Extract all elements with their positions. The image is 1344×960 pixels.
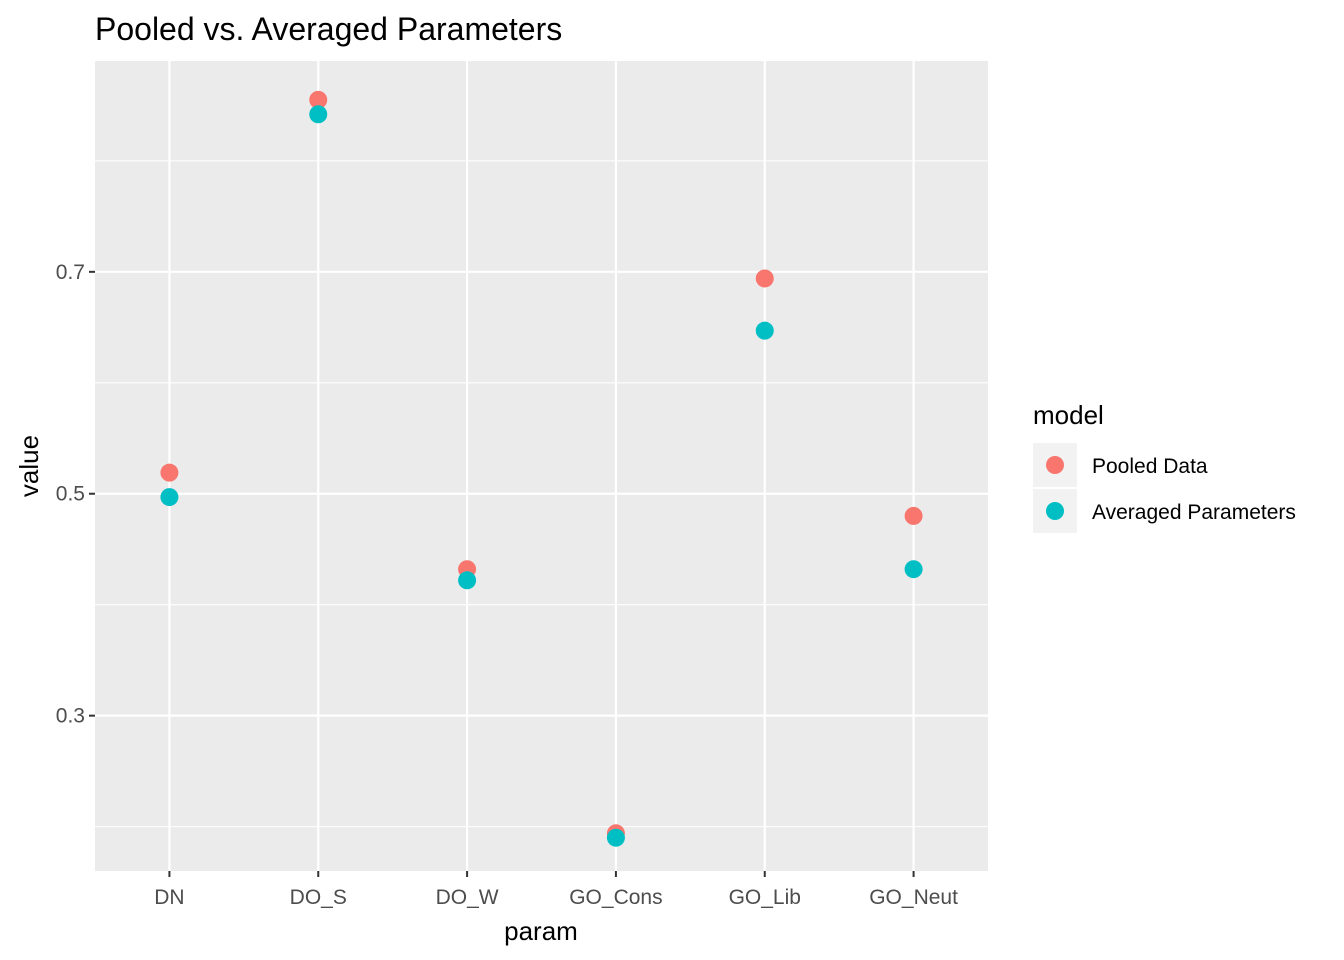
- point-pooled-go_neut: [904, 506, 923, 525]
- point-averaged-dn: [160, 488, 179, 507]
- legend-label-0: Pooled Data: [1092, 455, 1208, 478]
- data-points: [160, 90, 923, 847]
- x-tick-label: GO_Lib: [729, 886, 801, 909]
- legend-key-0: [1046, 456, 1064, 474]
- x-tick-label: GO_Cons: [569, 886, 662, 909]
- point-averaged-go_neut: [904, 560, 923, 579]
- grid-lines: [95, 61, 988, 871]
- chart-title: Pooled vs. Averaged Parameters: [95, 11, 562, 47]
- legend-label-1: Averaged Parameters: [1092, 501, 1296, 524]
- legend: model Pooled Data Averaged Parameters: [1033, 400, 1296, 533]
- x-tick-label: GO_Neut: [869, 886, 958, 909]
- x-axis-title: param: [504, 916, 578, 946]
- x-tick-label: DN: [154, 886, 184, 909]
- point-averaged-do_w: [458, 571, 477, 590]
- x-tick-label: DO_S: [290, 886, 347, 909]
- point-averaged-do_s: [309, 105, 328, 124]
- legend-title: model: [1033, 400, 1104, 430]
- point-pooled-dn: [160, 463, 179, 482]
- y-tick-label: 0.5: [56, 483, 85, 506]
- y-tick-label: 0.3: [56, 705, 85, 728]
- x-tick-label: DO_W: [436, 886, 499, 909]
- point-averaged-go_cons: [606, 828, 625, 847]
- point-averaged-go_lib: [755, 321, 774, 340]
- plot-panel: [95, 61, 988, 871]
- y-tick-label: 0.7: [56, 261, 85, 284]
- point-pooled-do_s: [309, 90, 328, 109]
- axis-ticks: 0.3 0.5 0.7 DN DO_S DO_W GO_Cons GO_Lib GO_Neut: [56, 261, 958, 909]
- point-pooled-go_lib: [755, 269, 774, 288]
- legend-key-1: [1046, 502, 1064, 520]
- y-axis-title: value: [14, 435, 44, 497]
